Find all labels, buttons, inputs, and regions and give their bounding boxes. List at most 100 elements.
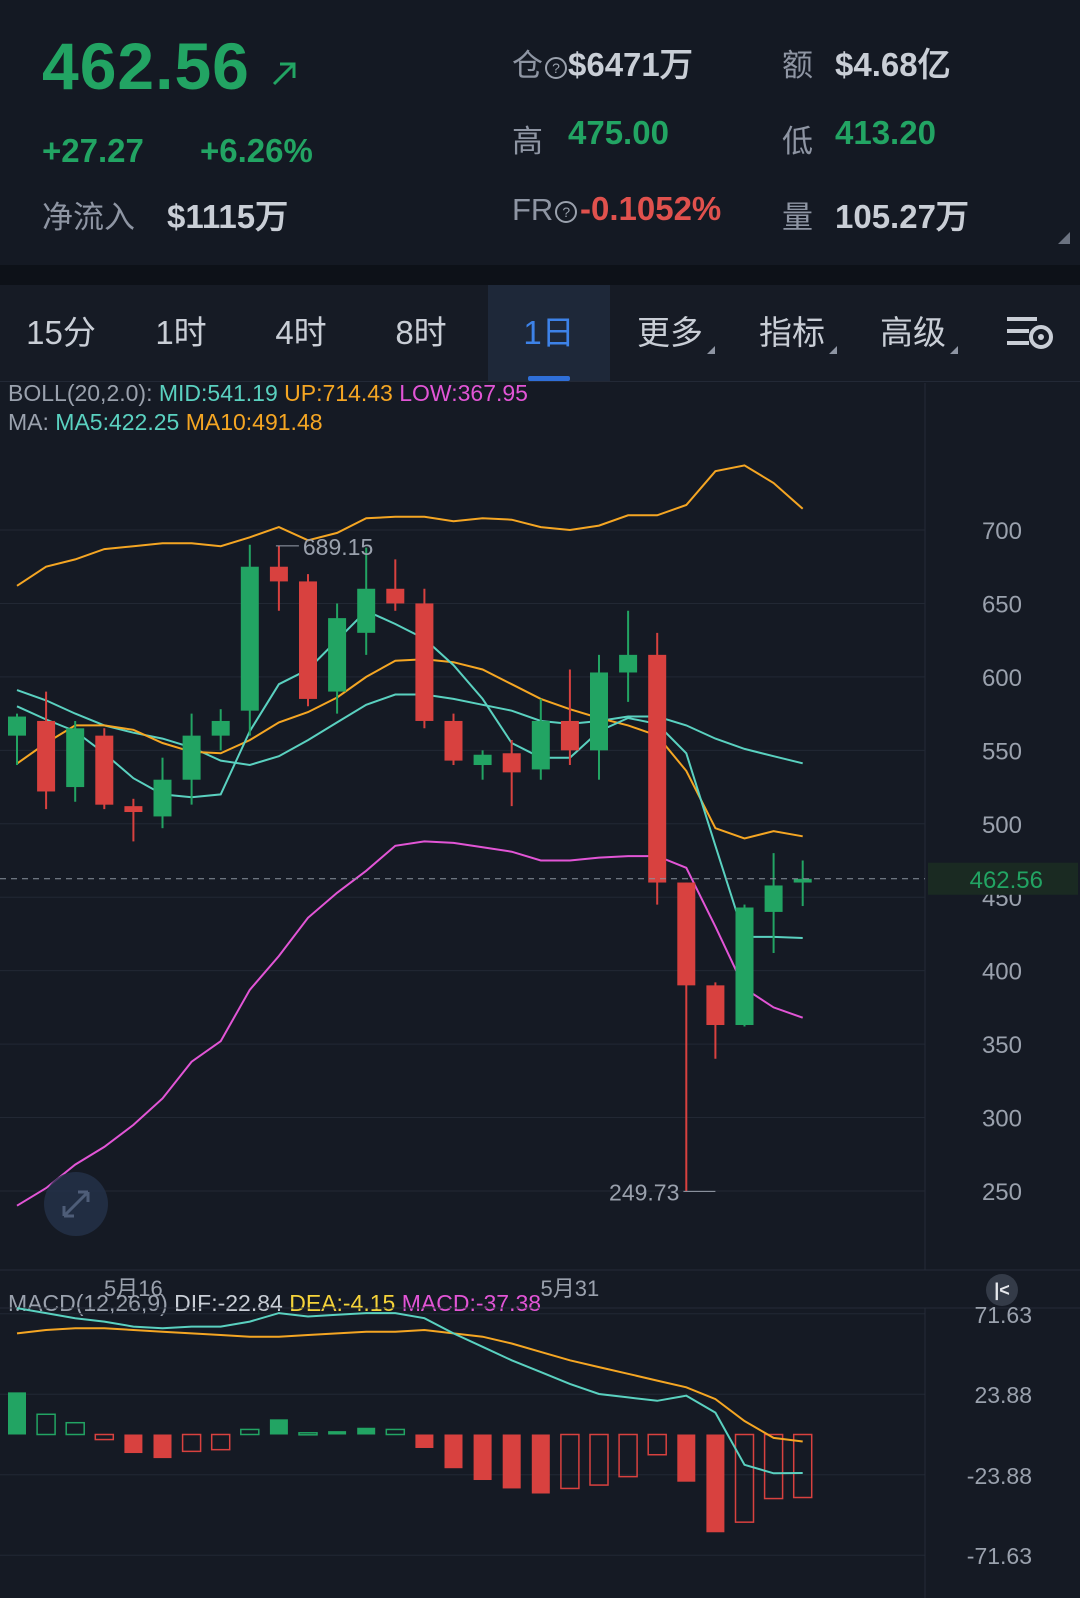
tab-indicators[interactable]: 指标 [737, 285, 859, 381]
help-icon[interactable]: ? [545, 56, 567, 79]
open-interest-value: $6471万 [568, 46, 693, 83]
macd-histogram-bar [618, 1433, 638, 1478]
macd-histogram-bar [647, 1433, 667, 1456]
macd-histogram-bar [124, 1434, 143, 1454]
trend-up-arrow-icon [272, 62, 296, 86]
macd-histogram-bar [502, 1434, 521, 1489]
low-value: 413.20 [835, 114, 936, 151]
netflow-label: 净流入 [42, 200, 135, 235]
macd-y-tick-label: -23.88 [967, 1463, 1032, 1489]
macd-histogram-bar [734, 1433, 755, 1523]
macd-histogram-bar [677, 1434, 696, 1482]
tab-4h[interactable]: 4时 [275, 314, 327, 351]
x-tick-label: 5月31 [541, 1276, 600, 1301]
macd-histogram-bar [560, 1433, 580, 1490]
candle-body [619, 654, 638, 673]
macd-histogram-bar [589, 1433, 609, 1486]
macd-value-legend: MACD:-37.38 [401, 1290, 542, 1316]
y-tick-label: 250 [982, 1179, 1022, 1206]
turnover-label: 额 [782, 48, 813, 83]
candle-body [66, 728, 85, 788]
y-tick-label: 500 [982, 812, 1022, 839]
ma10-line [16, 658, 803, 840]
candle-body [735, 907, 754, 1026]
funding-rate-value: -0.1052% [580, 190, 722, 227]
current-price-tag: 462.56 [970, 867, 1043, 894]
dropdown-icon [707, 346, 715, 354]
candle-body [299, 581, 317, 699]
high-marker-label: 689.15 [303, 534, 373, 560]
macd-y-tick-label: 71.63 [974, 1302, 1032, 1328]
macd-histogram-bar [240, 1428, 260, 1436]
candle-body [502, 753, 521, 773]
candle-body [793, 878, 812, 883]
candle-body [153, 779, 172, 817]
dropdown-icon [829, 346, 837, 354]
price-change: +27.27 [42, 132, 144, 169]
scroll-to-latest-button[interactable]: |< [986, 1274, 1018, 1306]
open-interest-label: 仓? [512, 40, 569, 85]
macd-histogram-bar [8, 1392, 26, 1435]
boll-mid-line [16, 689, 803, 767]
candle-body [590, 672, 608, 751]
ma10-legend: MA10:491.48 [185, 409, 323, 435]
candle-body [560, 720, 579, 751]
macd-histogram-bar [153, 1434, 172, 1459]
boll-low-legend: LOW:367.95 [399, 380, 528, 406]
candle-body [357, 588, 376, 633]
macd-histogram-bar [792, 1433, 813, 1499]
macd-y-tick-label: -71.63 [967, 1543, 1032, 1569]
price-change-pct: +6.26% [200, 132, 313, 169]
macd-legend: MACD(12,26,9) DIF:-22.84 DEA:-4.15 MACD:… [8, 1290, 541, 1317]
boll-legend-prefix: BOLL(20,2.0): [8, 380, 153, 406]
candle-body [386, 588, 405, 604]
macd-histogram-bar [269, 1419, 288, 1435]
candle-body [415, 603, 434, 721]
macd-histogram-bar [706, 1434, 725, 1533]
expand-chart-button[interactable] [44, 1172, 108, 1236]
chart-settings-icon[interactable] [1005, 313, 1055, 353]
tab-1d[interactable]: 1日 [488, 285, 610, 381]
candle-body [8, 716, 26, 736]
collapse-corner-icon[interactable] [1058, 232, 1070, 244]
y-tick-label: 600 [982, 665, 1022, 692]
candle-body [269, 566, 288, 582]
divider [0, 265, 1080, 285]
interval-tabs: 15分 1时 4时 8时 1日 更多 指标 高级 [0, 285, 1080, 382]
macd-histogram-bar [444, 1434, 463, 1469]
candle-body [95, 735, 114, 805]
help-icon[interactable]: ? [555, 200, 578, 223]
macd-histogram-bar [94, 1433, 115, 1441]
candle-body [328, 618, 347, 692]
macd-histogram-bar [415, 1434, 434, 1448]
tab-8h[interactable]: 8时 [395, 314, 447, 351]
dea-legend: DEA:-4.15 [289, 1290, 396, 1316]
tab-15m[interactable]: 15分 [26, 314, 96, 351]
tab-1h[interactable]: 1时 [155, 314, 207, 351]
x-tick-label: 5月16 [104, 1276, 163, 1301]
tab-advanced[interactable]: 高级 [858, 285, 980, 381]
ticker-header: 462.56 +27.27 +6.26% 净流入 $1115万 仓? $6471… [0, 0, 1080, 265]
boll-mid-legend: MID:541.19 [158, 380, 278, 406]
volume-label: 量 [782, 200, 813, 235]
macd-histogram-bar [328, 1431, 347, 1435]
high-value: 475.00 [568, 114, 669, 151]
low-label: 低 [782, 124, 813, 159]
candle-body [706, 985, 725, 1026]
dea-line [16, 1327, 803, 1443]
y-tick-label: 700 [982, 518, 1022, 545]
y-tick-label: 550 [982, 738, 1022, 765]
tab-more[interactable]: 更多 [615, 285, 737, 381]
boll-low-line [16, 840, 804, 1207]
macd-histogram-bar [763, 1433, 784, 1500]
candle-body [182, 735, 201, 780]
volume-value: 105.27万 [835, 198, 969, 235]
boll-up-line [16, 464, 804, 587]
dropdown-icon [950, 346, 958, 354]
macd-histogram-bar [385, 1428, 406, 1436]
macd-y-tick-label: 23.88 [974, 1382, 1032, 1408]
macd-histogram-bar [181, 1433, 202, 1453]
macd-histogram-bar [65, 1421, 85, 1436]
y-tick-label: 300 [982, 1106, 1022, 1133]
